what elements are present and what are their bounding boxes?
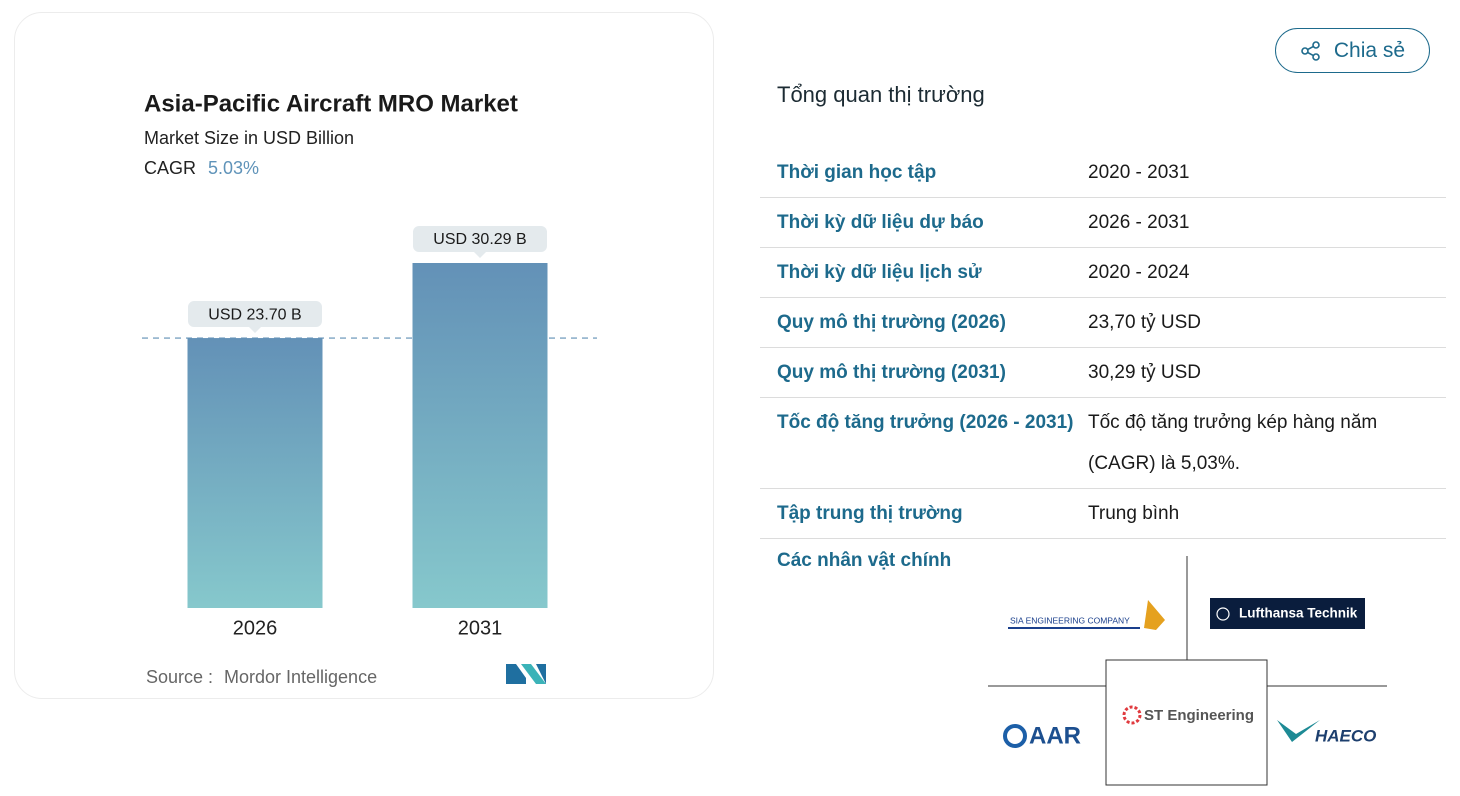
share-button[interactable]: Chia sẻ — [1275, 28, 1430, 73]
overview-row: Thời kỳ dữ liệu dự báo 2026 - 2031 — [760, 198, 1446, 248]
row-value: Tốc độ tăng trưởng kép hàng năm (CAGR) l… — [1088, 412, 1378, 474]
chart-title: Asia-Pacific Aircraft MRO Market — [144, 90, 518, 117]
logo-haeco: HAECO — [1277, 720, 1376, 745]
value-label-pointer — [249, 327, 261, 334]
cagr-label: CAGR — [144, 158, 196, 178]
chart-subtitle: Market Size in USD Billion — [144, 128, 354, 148]
logo-aar: AAR — [1003, 722, 1081, 749]
overview-row: Tốc độ tăng trưởng (2026 - 2031) Tốc độ t… — [760, 398, 1446, 489]
cagr-value: 5.03% — [208, 158, 259, 178]
row-label: Thời kỳ dữ liệu dự báo — [777, 212, 984, 233]
bar — [187, 338, 323, 608]
logo-lufthansa: Lufthansa Technik — [1210, 598, 1365, 629]
value-label-box — [413, 226, 547, 252]
row-value: Trung bình — [1088, 503, 1180, 524]
overview-title: Tổng quan thị trường — [777, 82, 985, 107]
logo-sia: SIA ENGINEERING COMPANY — [1008, 598, 1165, 630]
chart-card: Asia-Pacific Aircraft MRO Market Market … — [14, 12, 714, 699]
value-label: USD 30.29 B — [433, 231, 526, 248]
value-label-box — [188, 301, 322, 328]
row-label: Tập trung thị trường — [777, 503, 963, 524]
logo-text: SIA ENGINEERING COMPANY — [1010, 615, 1130, 625]
bar — [412, 263, 548, 608]
row-value: 30,29 tỷ USD — [1088, 362, 1201, 383]
row-label: Thời gian học tập — [777, 162, 937, 183]
share-icon — [1301, 40, 1320, 61]
logo-text: AAR — [1029, 722, 1081, 749]
chart: Asia-Pacific Aircraft MRO Market Market … — [142, 90, 597, 687]
row-label: Quy mô thị trường (2026) — [777, 312, 1006, 333]
x-tick-label: 2031 — [458, 617, 503, 639]
overview-row: Tập trung thị trường Trung bình — [760, 489, 1446, 539]
overview-row: Thời kỳ dữ liệu lịch sử 2020 - 2024 — [760, 248, 1446, 298]
logo-text: Lufthansa Technik — [1239, 606, 1358, 621]
overview-row: Quy mô thị trường (2026) 23,70 tỷ USD — [760, 298, 1446, 348]
overview-table: Thời gian học tập 2020 - 2031 Thời kỳ dữ l… — [760, 148, 1446, 539]
key-players-grid: SIA ENGINEERING COMPANY Lufthansa Techni… — [988, 556, 1387, 786]
row-label: Quy mô thị trường (2031) — [777, 362, 1006, 383]
brand-logo — [506, 664, 546, 684]
row-value: 2020 - 2031 — [1088, 162, 1190, 183]
source-label: Source : — [146, 667, 213, 687]
logo-st: ST Engineering — [1122, 705, 1254, 725]
overview-row: Thời gian học tập 2020 - 2031 — [760, 148, 1446, 198]
overview-row: Quy mô thị trường (2031) 30,29 tỷ USD — [760, 348, 1446, 398]
row-value: 23,70 tỷ USD — [1088, 312, 1201, 333]
value-label-pointer — [474, 252, 486, 258]
logo-text: HAECO — [1315, 726, 1376, 745]
share-label: Chia sẻ — [1333, 38, 1406, 62]
row-value: 2026 - 2031 — [1088, 212, 1190, 233]
row-value: 2020 - 2024 — [1088, 262, 1190, 283]
row-label: Thời kỳ dữ liệu lịch sử — [777, 262, 982, 283]
value-label: USD 23.70 B — [208, 306, 301, 323]
logo-text: ST Engineering — [1144, 707, 1254, 724]
source: Mordor Intelligence — [224, 667, 377, 687]
key-players-title: Các nhân vật chính — [777, 550, 952, 571]
row-label: Tốc độ tăng trưởng (2026 - 2031) — [777, 412, 1074, 433]
x-tick-label: 2026 — [233, 617, 278, 639]
